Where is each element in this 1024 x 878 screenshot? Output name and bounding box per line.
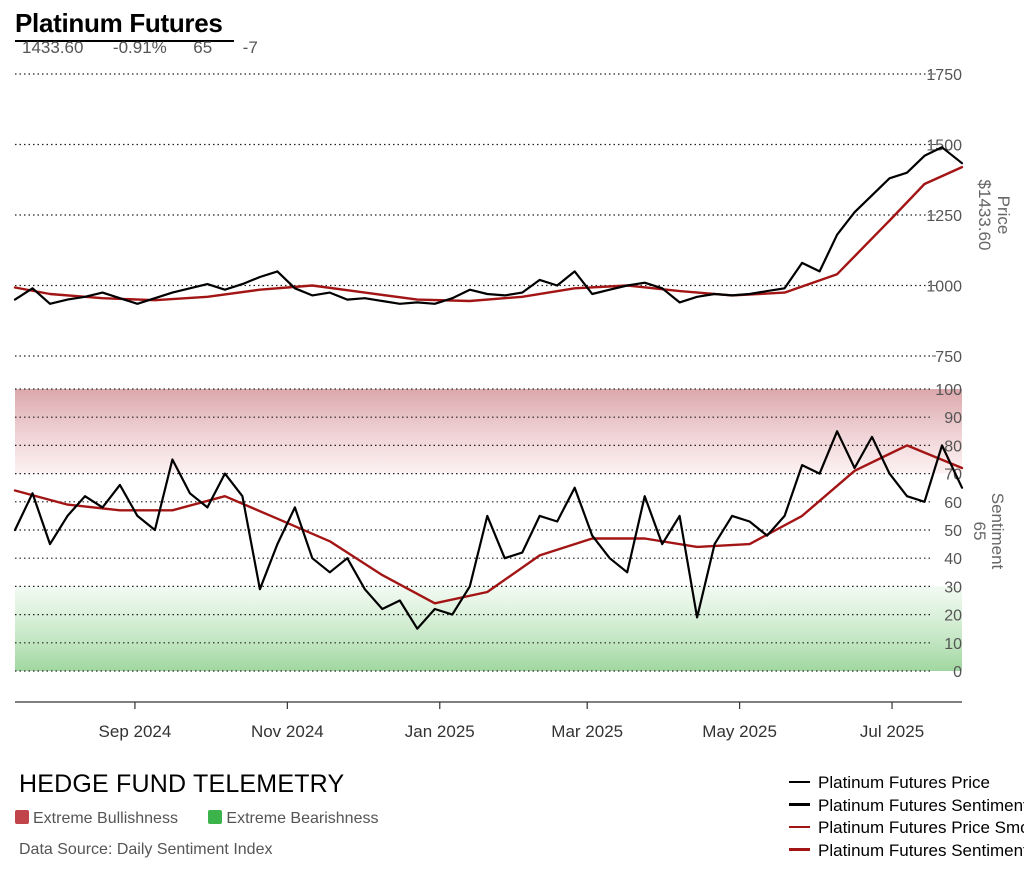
x-axis: Sep 2024 Nov 2024 Jan 2025 Mar 2025 May 2025… — [15, 701, 962, 741]
tick-labels: 7501000125015001750010203040506070809010… — [926, 67, 962, 681]
x-tick-label: Mar 2025 — [551, 722, 623, 741]
quote-summary: 1433.60 -0.91% 65 -7 — [22, 38, 258, 58]
brand-name: HEDGE FUND TELEMETRY — [19, 770, 345, 798]
bullish-label: Extreme Bullishness — [33, 810, 178, 827]
x-tick-label: Jul 2025 — [860, 722, 924, 741]
x-tick-label: Nov 2024 — [251, 722, 324, 741]
zone-legend-bullish: Extreme Bullishness — [15, 810, 178, 828]
legend-label-price: Platinum Futures Price — [818, 773, 990, 792]
sentiment-tick-label: 40 — [944, 551, 962, 568]
chart-title: Platinum Futures — [15, 8, 223, 38]
legend-label-sentiment-smoothed: Platinum Futures Sentiment Smoothed — [818, 840, 1024, 860]
bearish-swatch — [208, 810, 223, 824]
x-tick-label: May 2025 — [702, 722, 777, 741]
price-tick-label: 750 — [935, 349, 962, 366]
bullish-swatch — [15, 810, 29, 824]
price-smoothed-line — [13, 165, 964, 303]
sentiment-change: -7 — [242, 38, 258, 57]
legend-item-sentiment[interactable]: Platinum Futures Sentiment — [789, 795, 1024, 818]
price-tick-label: 1000 — [926, 279, 962, 296]
zone-legend: Extreme Bullishness Extreme Bearishness — [15, 810, 404, 828]
title-underline — [15, 40, 234, 42]
sentiment-zones — [15, 389, 962, 671]
legend-line-sentiment — [789, 803, 810, 806]
price-tick-label: 1250 — [926, 208, 962, 225]
series-legend: Platinum Futures Price Platinum Futures … — [789, 772, 1024, 862]
extreme-bearishness-zone — [15, 586, 962, 671]
legend-line-price-smoothed — [789, 825, 810, 828]
sentiment-tick-label: 60 — [944, 495, 962, 512]
sentiment-tick-label: 0 — [953, 664, 962, 681]
legend-item-price[interactable]: Platinum Futures Price — [789, 772, 1024, 795]
sentiment-smoothed-line — [13, 444, 964, 605]
zone-legend-bearish: Extreme Bearishness — [208, 810, 378, 828]
sentiment-axis-value: 65 — [970, 522, 989, 541]
legend-item-price-smoothed[interactable]: Platinum Futures Price Smoothed — [789, 817, 1024, 840]
legend-line-sentiment-smoothed — [789, 848, 810, 851]
last-price: 1433.60 — [22, 38, 84, 57]
price-line — [13, 146, 964, 305]
legend-line-price — [789, 780, 810, 783]
change-percent: -0.91% — [112, 38, 167, 57]
legend-item-sentiment-smoothed[interactable]: Platinum Futures Sentiment Smoothed — [789, 840, 1024, 863]
price-axis-title: Price — [994, 196, 1013, 235]
x-tick-label: Sep 2024 — [99, 722, 172, 741]
sentiment-tick-label: 20 — [944, 608, 962, 625]
sentiment-value: 65 — [193, 38, 213, 57]
gridlines — [15, 73, 936, 672]
sentiment-axis-title: Sentiment — [988, 493, 1007, 570]
sentiment-tick-label: 80 — [944, 438, 962, 455]
price-tick-label: 1750 — [926, 67, 962, 84]
sentiment-tick-label: 10 — [944, 636, 962, 653]
sentiment-line — [13, 430, 964, 630]
data-source: Data Source: Daily Sentiment Index — [19, 841, 273, 858]
legend-label-sentiment: Platinum Futures Sentiment — [818, 795, 1024, 815]
price-axis-value: $1433.60 — [975, 180, 994, 251]
x-tick-label: Jan 2025 — [405, 722, 475, 741]
sentiment-tick-label: 30 — [944, 579, 962, 596]
sentiment-tick-label: 90 — [944, 410, 962, 427]
sentiment-tick-label: 100 — [935, 382, 962, 399]
series-lines — [13, 146, 964, 630]
extreme-bullishness-zone — [15, 389, 962, 474]
bearish-label: Extreme Bearishness — [226, 810, 379, 827]
sentiment-tick-label: 50 — [944, 523, 962, 540]
legend-label-price-smoothed: Platinum Futures Price Smoothed — [818, 818, 1024, 837]
